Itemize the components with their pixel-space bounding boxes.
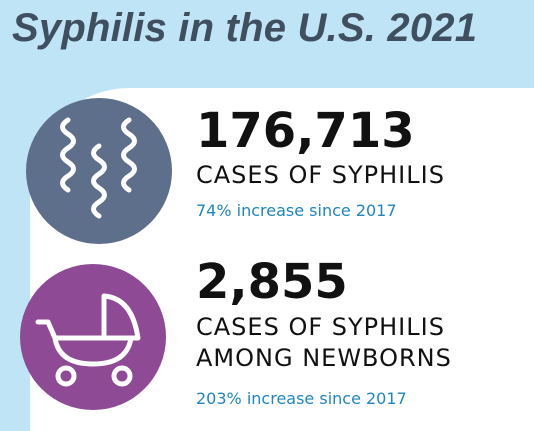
bacterium-1 xyxy=(60,117,76,193)
stat-2-label-line-2: AMONG NEWBORNS xyxy=(196,344,452,372)
stat-1-number: 176,713 xyxy=(196,103,415,159)
stat-1-label: CASES OF SYPHILIS xyxy=(196,161,445,189)
spiral-bacteria-icon xyxy=(26,98,172,244)
stroller-wheel-right xyxy=(111,365,133,387)
bacterium-3 xyxy=(121,117,137,193)
baby-stroller-icon xyxy=(20,264,166,410)
stat-2-number: 2,855 xyxy=(196,254,348,310)
bacterium-2 xyxy=(91,143,107,219)
stat-1-increase: 74% increase since 2017 xyxy=(196,201,397,220)
stat-1-circle xyxy=(26,98,172,244)
stroller-hood xyxy=(101,293,141,341)
stat-2-increase: 203% increase since 2017 xyxy=(196,389,407,408)
stroller-wheel-left xyxy=(55,365,77,387)
stat-2-label-line-1: CASES OF SYPHILIS xyxy=(196,313,445,341)
stat-2-circle xyxy=(20,264,166,410)
page-title: Syphilis in the U.S. 2021 xyxy=(12,6,478,50)
stroller-handle xyxy=(35,319,58,341)
stroller-basket xyxy=(52,335,134,367)
